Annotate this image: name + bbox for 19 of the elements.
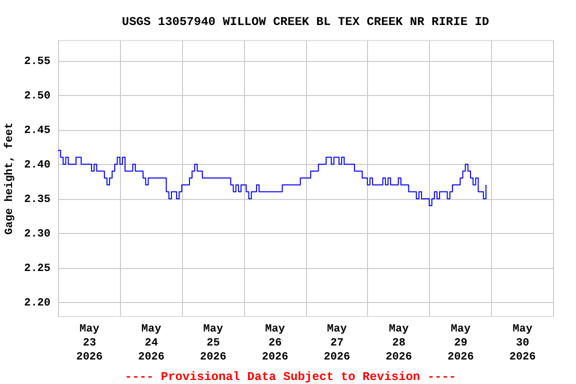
x-tick-label: May 24 2026 bbox=[138, 324, 165, 364]
y-tick-label: 2.40 bbox=[24, 160, 50, 172]
x-tick-label: May 26 2026 bbox=[262, 324, 288, 364]
chart-title: USGS 13057940 WILLOW CREEK BL TEX CREEK NR RIRIE ID bbox=[122, 15, 490, 29]
y-tick-label: 2.50 bbox=[24, 90, 50, 103]
x-tick-label: May 27 2026 bbox=[324, 324, 350, 364]
x-tick-label: May 23 2026 bbox=[76, 324, 103, 364]
y-tick-label: 2.20 bbox=[24, 298, 50, 310]
y-tick-label: 2.30 bbox=[24, 228, 50, 241]
text: ---- Provisional Data Subject to Revision ---- bbox=[124, 370, 456, 384]
x-tick-label: May 29 2026 bbox=[447, 324, 474, 364]
y-tick-label: 2.25 bbox=[24, 263, 51, 276]
x-tick-label: May 28 2026 bbox=[386, 324, 412, 364]
x-tick-label: May 25 2026 bbox=[200, 324, 226, 364]
y-tick-label: 2.45 bbox=[24, 125, 51, 138]
y-tick-label: 2.55 bbox=[24, 56, 51, 68]
y-axis-title: Gage height, feet bbox=[3, 122, 16, 235]
x-tick-label: May 30 2026 bbox=[509, 324, 536, 364]
y-tick-label: 2.35 bbox=[24, 194, 51, 206]
